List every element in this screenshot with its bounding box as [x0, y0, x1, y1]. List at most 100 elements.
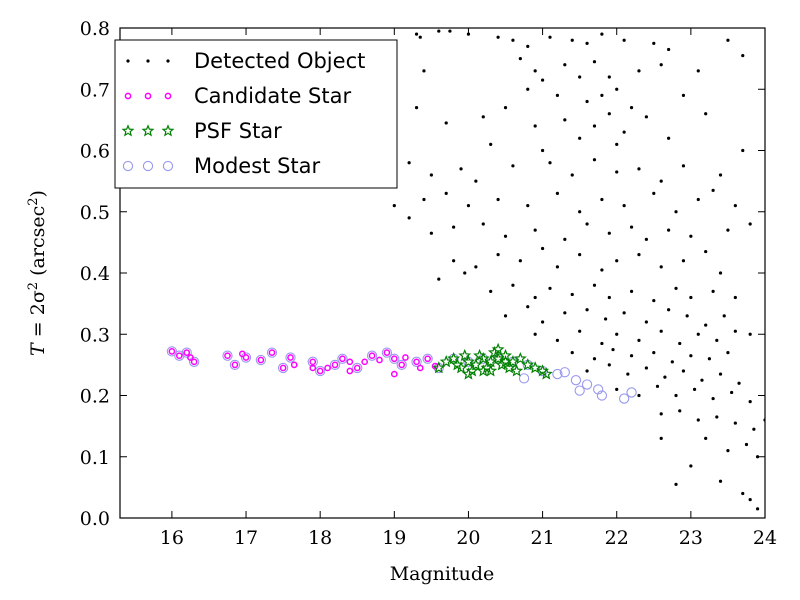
psf-star-point	[528, 361, 542, 374]
psf-star-point	[510, 364, 524, 377]
x-tick-label: 21	[530, 527, 554, 549]
detected-object-point	[474, 179, 478, 183]
modest-star-point	[411, 356, 422, 367]
legend: Detected Object Candidate Star PSF Star Mod…	[114, 39, 398, 189]
detected-object-point	[704, 436, 708, 440]
detected-object-point	[733, 295, 737, 300]
detected-object-point	[414, 106, 419, 110]
detected-object-point	[429, 231, 433, 235]
detected-object-point	[555, 265, 560, 269]
detected-object-point	[652, 191, 656, 195]
modest-star-point	[559, 367, 570, 378]
detected-object-point	[685, 314, 689, 318]
modest-star-point	[229, 359, 241, 371]
detected-object-point	[418, 35, 422, 39]
candidate-star-point	[290, 361, 298, 369]
detected-object-point	[548, 286, 552, 290]
detected-object-point	[715, 415, 719, 419]
detected-object-point	[437, 29, 441, 33]
detected-object-point	[644, 366, 648, 370]
x-tick-label: 19	[382, 527, 406, 549]
modest-star-point	[255, 354, 267, 366]
legend-item: PSF Star	[121, 119, 282, 143]
detected-object-point	[592, 283, 597, 287]
psf-star-point	[484, 364, 498, 377]
detected-object-point	[726, 38, 730, 42]
y-tick-label: 0.3	[80, 324, 110, 346]
detected-object-point	[696, 418, 700, 422]
detected-object-point	[726, 351, 730, 355]
legend-label: Candidate Star	[194, 84, 351, 108]
detected-object-point	[533, 228, 537, 232]
candidate-star-point	[324, 364, 331, 372]
detected-object-point	[704, 249, 708, 254]
detected-object-point	[718, 479, 723, 483]
detected-object-point	[585, 369, 589, 373]
detected-object-point	[555, 93, 560, 97]
modest-star-point	[366, 350, 378, 361]
detected-object-point	[526, 44, 530, 48]
detected-object-point	[689, 234, 693, 238]
y-label-unit: (arcsec	[27, 206, 49, 282]
detected-object-point	[540, 148, 545, 153]
candidate-star-point	[187, 354, 194, 361]
detected-object-point	[715, 338, 719, 342]
candidate-star-point	[346, 367, 354, 375]
detected-object-point	[570, 351, 574, 355]
detected-object-point	[744, 442, 749, 447]
modest-star-point	[552, 368, 563, 380]
y-tick-label: 0.2	[80, 386, 110, 408]
detected-object-point	[637, 69, 641, 73]
y-label-eq: = 2σ	[27, 290, 49, 343]
detected-object-point	[659, 436, 663, 440]
modest-star-point	[240, 352, 252, 363]
modest-star-point	[307, 356, 318, 367]
candidate-star-point	[231, 361, 239, 369]
detected-object-point	[615, 332, 619, 336]
detected-object-point	[707, 357, 711, 361]
detected-object-point	[444, 191, 448, 195]
detected-object-point	[570, 292, 574, 297]
detected-object-point	[533, 124, 537, 128]
candidate-star-point	[309, 364, 317, 372]
legend-marker	[161, 124, 175, 137]
psf-star-point	[495, 358, 509, 371]
detected-object-point	[437, 277, 441, 281]
detected-object-point	[578, 136, 582, 140]
detected-object-point	[592, 124, 597, 128]
candidate-star-point	[353, 364, 361, 372]
candidate-star-point	[331, 361, 339, 369]
legend-marker	[166, 59, 170, 63]
detected-object-point	[503, 106, 508, 110]
candidate-star-point	[376, 356, 383, 364]
detected-object-point	[752, 427, 756, 431]
detected-object-point	[592, 158, 597, 162]
legend-box	[114, 39, 398, 189]
y-axis-label: T = 2σ2 (arcsec2)	[26, 190, 50, 356]
psf-star-point	[458, 348, 472, 362]
x-tick-label: 22	[605, 527, 629, 549]
detected-object-point	[659, 179, 663, 183]
y-tick-label: 0.5	[80, 202, 110, 224]
detected-object-point	[726, 449, 730, 453]
detected-object-point	[511, 164, 515, 168]
modest-star-point	[596, 390, 608, 401]
detected-object-point	[652, 41, 656, 45]
detected-object-point	[659, 265, 663, 269]
detected-object-point	[511, 283, 515, 287]
legend-marker	[162, 160, 174, 172]
candidate-star-point	[316, 367, 324, 375]
detected-object-point	[592, 357, 597, 361]
detected-object-point	[518, 259, 522, 263]
detected-object-point	[448, 29, 452, 33]
legend-marker	[141, 124, 155, 137]
detected-object-point	[611, 347, 615, 352]
psf-star-point	[484, 355, 498, 368]
detected-object-point	[463, 271, 467, 275]
detected-object-point	[392, 204, 396, 208]
detected-object-point	[533, 332, 537, 336]
detected-object-point	[741, 148, 745, 153]
detected-object-point	[585, 99, 589, 104]
detected-object-point	[429, 173, 433, 177]
detected-object-point	[696, 69, 700, 73]
